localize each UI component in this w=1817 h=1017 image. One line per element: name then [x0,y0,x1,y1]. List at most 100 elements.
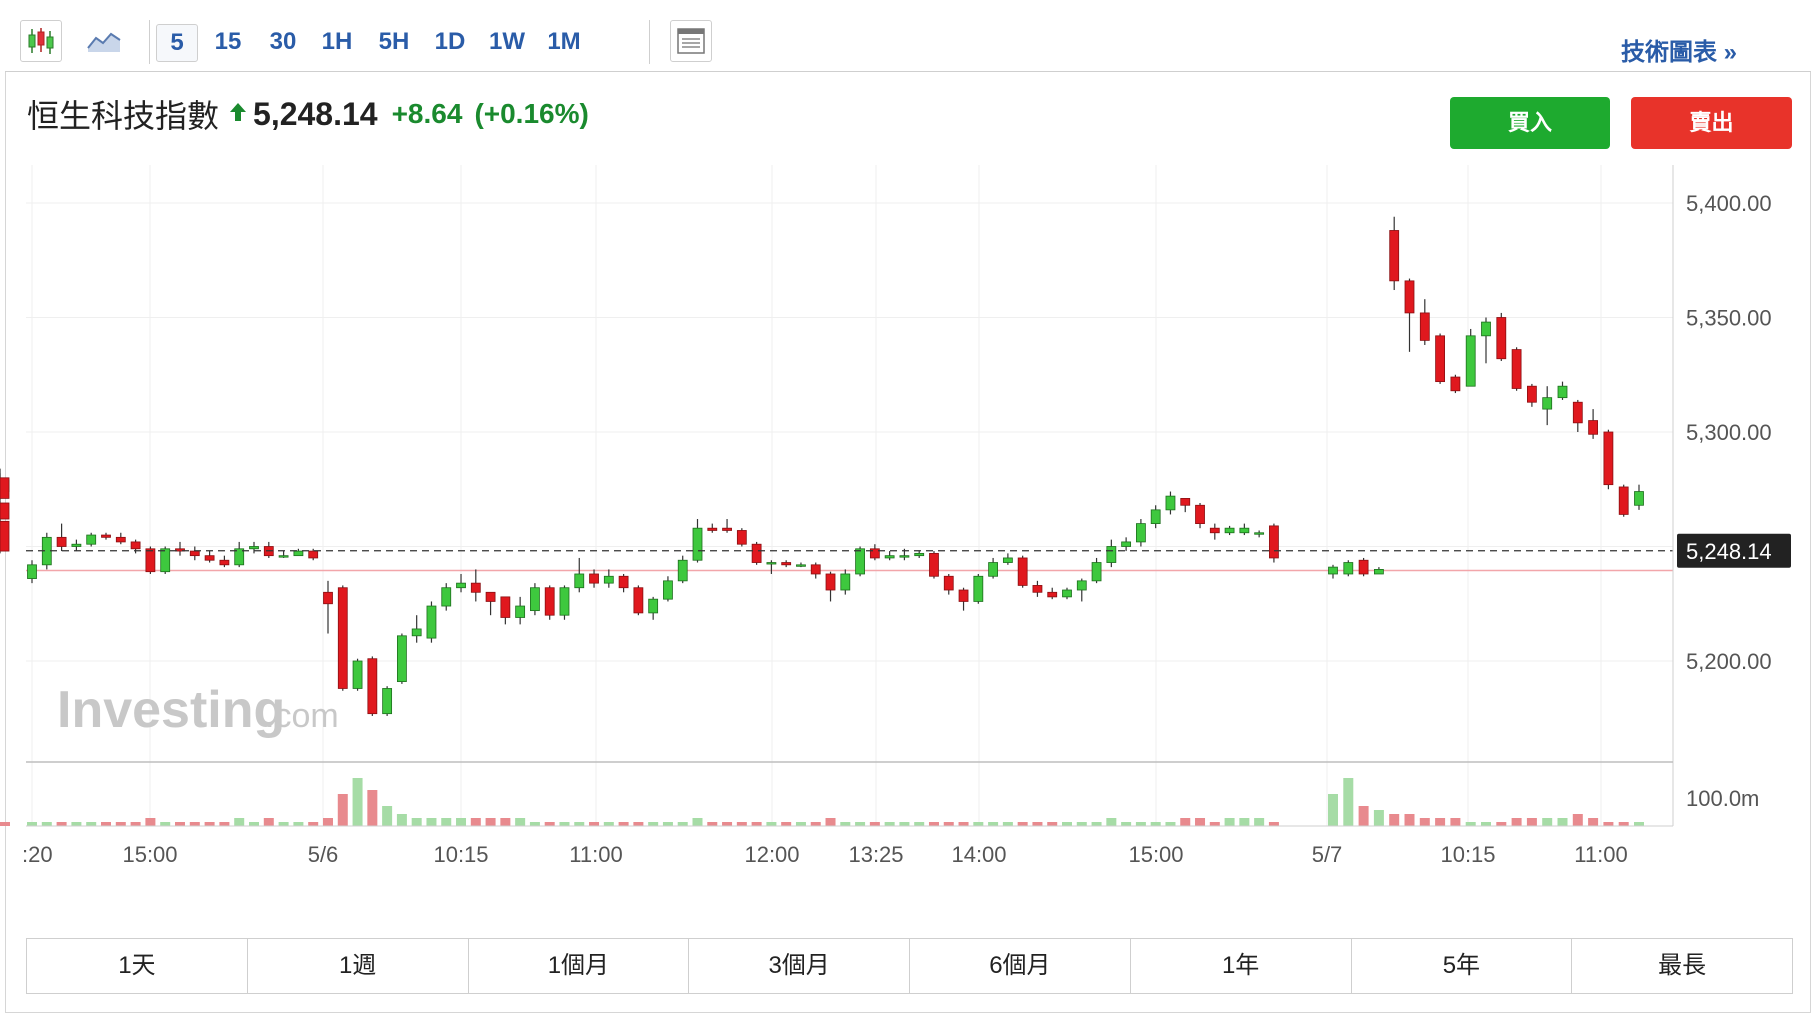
period-5-years[interactable]: 5年 [1352,939,1573,993]
candle-body [544,587,555,616]
candle-body [1017,557,1028,586]
volume-bar [263,818,274,826]
timeframe-1m[interactable]: 1M [547,28,581,55]
volume-bar [603,822,614,826]
volume-bar [1542,818,1553,826]
volume-bar [1106,818,1117,826]
candle-body [1269,525,1279,559]
candle-body [648,598,659,614]
volume-tick-label: 100.0m [1686,786,1759,811]
period-1-year[interactable]: 1年 [1131,939,1352,993]
candle-body [1358,559,1369,575]
candle-body [559,587,570,616]
volume-bar [1268,822,1279,826]
volume-bar [293,822,304,826]
timeframe-5h[interactable]: 5H [378,28,410,55]
technical-chart-link[interactable]: 技術圖表 » [1621,39,1738,66]
volume-bar [884,822,895,826]
volume-bar [1209,822,1220,826]
candle-body [293,550,304,557]
time-tick-label: 15:00 [1128,842,1183,867]
candle-body [589,573,599,584]
volume-bar [1002,822,1013,826]
period-1-week[interactable]: 1週 [248,939,469,993]
volume-bar [1047,822,1058,826]
candle-body [914,552,925,557]
candle-body [825,573,836,591]
candle-body [160,548,171,573]
timeframe-1d[interactable]: 1D [434,28,466,55]
volume-bar [204,822,215,826]
period-1-month[interactable]: 1個月 [469,939,690,993]
timeframe-30[interactable]: 30 [269,28,297,55]
volume-bar [1389,814,1400,826]
candle-body [130,541,141,550]
volume-bar [367,790,378,826]
price-tick-label: 5,200.00 [1686,649,1772,674]
volume-bar [1588,818,1599,826]
candle-body [115,536,126,543]
sell-button[interactable]: 賣出 [1631,97,1792,149]
volume-bar [1557,818,1568,826]
candle-body [574,573,585,589]
candle-body [1389,230,1400,282]
candle-body [1002,557,1013,563]
candle-body [1165,495,1176,511]
period-1-day[interactable]: 1天 [27,939,248,993]
candle-body [500,596,511,618]
volume-bar [145,818,156,826]
candle-body [1588,420,1598,435]
timeframe-1h[interactable]: 1H [321,28,353,55]
buy-button[interactable]: 買入 [1450,97,1610,149]
candle-body [1180,498,1191,506]
candle-body [958,589,969,602]
current-price-label: 5,248.14 [1686,539,1772,564]
volume-bar [0,822,10,826]
period-6-months[interactable]: 6個月 [910,939,1131,993]
volume-bar [1224,818,1235,826]
volume-bar [914,822,925,826]
timeframe-1w[interactable]: 1W [489,28,525,55]
candle-body [677,559,688,582]
candle-body [1404,280,1415,314]
period-max[interactable]: 最長 [1658,952,1707,979]
volume-bar [337,794,348,826]
time-tick-label: 5/6 [308,842,339,867]
candle-body [869,548,880,559]
volume-bar [707,822,718,826]
candle-body [189,550,200,557]
candle-body [145,548,156,573]
volume-bar [648,822,659,826]
candle-body [810,564,821,575]
candle-body [0,502,10,520]
price-tick-label: 5,300.00 [1686,420,1772,445]
timeframe-15[interactable]: 15 [214,28,242,55]
candle-body [1032,585,1043,593]
volume-bar [722,822,733,826]
layout-icon[interactable] [670,20,712,62]
time-tick-label: 15:00 [122,842,177,867]
volume-bar [426,818,437,826]
price-chart[interactable]: Investing .com 5,200.005,250.005,300.005… [0,0,1817,930]
volume-bar [1343,778,1354,826]
time-tick-label: 10:15 [433,842,488,867]
volume-bar [308,822,319,826]
candle-body [1091,562,1102,582]
toolbar-divider [649,20,650,64]
candlestick-icon[interactable] [20,20,62,62]
volume-bar [1076,822,1087,826]
volume-bar [766,822,777,826]
volume-bar [1404,814,1415,826]
candle-body [101,534,111,538]
candle-body [633,587,644,614]
volume-bar [1572,814,1583,826]
volume-bar [323,818,333,826]
volume-bar [1254,818,1265,826]
period-3-months[interactable]: 3個月 [689,939,910,993]
volume-bar [1465,822,1476,826]
volume-bar [41,822,52,826]
candle-body [663,580,673,600]
volume-bar [1603,822,1614,826]
area-chart-icon[interactable] [83,20,125,62]
timeframe-5[interactable]: 5 [156,24,198,62]
